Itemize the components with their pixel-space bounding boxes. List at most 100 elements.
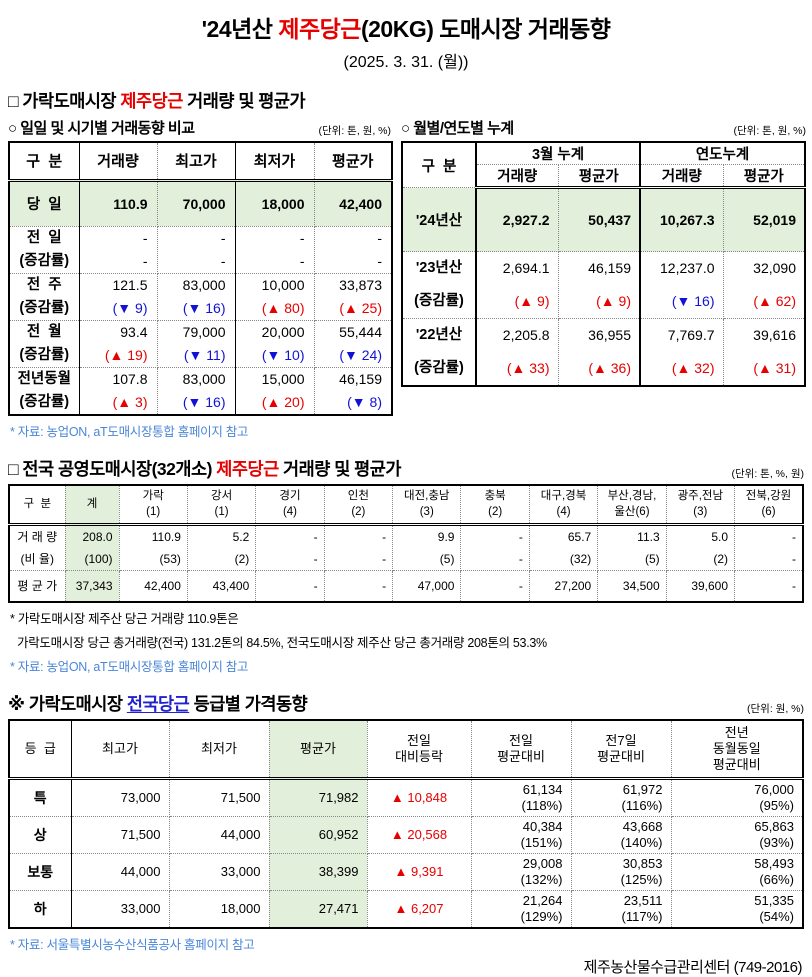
row-label: '23년산 xyxy=(415,260,463,276)
table-row-volume: 거 래 량 (비 율) 208.0 (100) 110.9 (53) 5.2 (2) -… xyxy=(8,524,804,571)
section3-heading-highlight: 전국당근 xyxy=(126,693,190,714)
change-line: (▲ 9) xyxy=(514,293,550,309)
value-line: 2,694.1 xyxy=(502,260,550,276)
table-header-sub-row: 거래량 평균가 거래량 평균가 xyxy=(402,164,806,189)
source-note: * 자료: 서울특별시농수산식품공사 홈페이지 참고 xyxy=(10,937,255,952)
market-name: 인천 xyxy=(347,490,369,503)
ratio-line: (5) xyxy=(644,552,660,566)
value-line: 107.8 xyxy=(112,370,148,387)
report-page: '24년산 제주당근(20KG) 도매시장 거래동향 (2025. 3. 31.… xyxy=(0,10,812,977)
pct-line: (132%) xyxy=(520,871,563,887)
row-sublabel: (증감률) xyxy=(414,293,464,309)
value-cell: 2,205.8 (▲ 33) xyxy=(475,318,559,387)
row-label: '22년산 xyxy=(415,327,463,343)
change-line: (▼ 11) xyxy=(183,346,226,363)
pct-line: (95%) xyxy=(759,797,794,813)
row-label-cell: 특 xyxy=(8,777,72,817)
value-cell: 43,668 (140%) xyxy=(570,815,672,854)
column-header: 거래량 xyxy=(475,164,559,189)
section2-heading-prefix: □ 전국 공영도매시장(32개소) xyxy=(8,458,217,479)
market-name: 강서 xyxy=(211,490,233,503)
value-cell: 32,090 (▲ 62) xyxy=(722,251,806,319)
value-line: 65.7 xyxy=(567,530,592,544)
value-line: 23,511 xyxy=(623,892,663,908)
value-cell: 110.9 (53) xyxy=(118,524,188,571)
value-cell: -- xyxy=(78,225,158,274)
table-row-2022: '22년산 (증감률) 2,205.8 (▲ 33) 36,955 (▲ 36) 7,… xyxy=(401,318,806,387)
value-cell: 27,200 xyxy=(528,570,599,602)
ratio-line: (2) xyxy=(234,552,250,566)
value-cell: 21,264 (129%) xyxy=(470,889,572,928)
value-cell: 58,493 (66%) xyxy=(670,852,804,891)
value-cell: 2,694.1 (▲ 9) xyxy=(475,251,559,319)
table-row-grade-special: 특 73,000 71,500 71,982 ▲ 10,848 61,134 (1… xyxy=(8,777,804,817)
value-line: 7,769.7 xyxy=(667,327,715,343)
row-sublabel: (증감률) xyxy=(19,393,70,410)
section1-heading-prefix: □ 가락도매시장 xyxy=(8,91,121,111)
value-line: 61,134 xyxy=(522,781,563,797)
change-line: (▼ 16) xyxy=(182,299,226,316)
pct-line: (151%) xyxy=(520,834,563,850)
cumulative-table-header: ○ 월별/연도별 누계 (단위: 톤, 원, %) xyxy=(401,117,806,138)
column-header: 구 분 xyxy=(401,141,477,188)
column-header: 강서 (1) xyxy=(186,484,257,526)
table-header-row: 등 급 최고가 최저가 평균가 전일 대비등락 전일 평균대비 전7일 평균대비… xyxy=(8,719,804,780)
change-line: (▼ 24) xyxy=(339,346,382,363)
change-line: (▲ 19) xyxy=(104,346,148,363)
source-note: * 자료: 농업ON, aT도매시장통합 홈페이지 참고 xyxy=(10,659,249,674)
table-row-price: 평 균 가 37,343 42,400 43,400 - - 47,000 - … xyxy=(8,570,804,602)
cumulative-block: ○ 월별/연도별 누계 (단위: 톤, 원, %) 구 분 3월 누계 연도누계… xyxy=(401,117,806,440)
row-label-cell: 전년동월 (증감률) xyxy=(8,366,80,415)
section3-heading-suffix: 등급별 가격동향 xyxy=(189,693,308,714)
column-header: 평균가 xyxy=(313,141,393,182)
change-line: (▲ 80) xyxy=(261,299,305,316)
change-line: - xyxy=(220,252,226,269)
value-cell: 33,000 xyxy=(168,852,270,891)
value-cell: 71,982 xyxy=(268,777,368,817)
value-cell: 12,237.0 (▼ 16) xyxy=(639,251,724,319)
value-cell: 70,000 xyxy=(156,179,236,227)
pct-line: (118%) xyxy=(521,797,563,813)
table-header-group-row: 구 분 3월 누계 연도누계 xyxy=(401,141,806,188)
column-header: 평균가 xyxy=(722,164,806,189)
ratio-line: - xyxy=(313,552,318,566)
value-cell: 107.8 (▲ 3) xyxy=(78,366,158,415)
report-date: (2025. 3. 31. (월)) xyxy=(343,54,469,71)
market-name: 대구,경북 xyxy=(540,490,587,503)
market-name: 부산,경남, xyxy=(607,490,657,503)
value-line: 51,335 xyxy=(754,892,794,908)
market-count: (2) xyxy=(488,506,503,519)
value-line: 46,159 xyxy=(588,260,631,276)
column-header: 경기 (4) xyxy=(255,484,325,526)
value-cell: 55,444 (▼ 24) xyxy=(313,319,393,368)
table-row-prev-week: 전 주 (증감률) 121.5 (▼ 9) 83,000 (▼ 16) 10,000 (… xyxy=(8,272,393,321)
row-label: 전 월 xyxy=(26,323,62,340)
value-line: - xyxy=(382,530,387,544)
column-header: 전북,강원 (6) xyxy=(734,484,804,526)
row-label-cell: 하 xyxy=(8,889,72,928)
market-name: 광주,전남 xyxy=(677,490,724,503)
value-cell: -- xyxy=(734,524,804,571)
value-line: 36,955 xyxy=(588,327,631,343)
value-line: 33,873 xyxy=(339,276,382,293)
pct-line: (54%) xyxy=(759,908,794,924)
value-line: 2,205.8 xyxy=(502,327,550,343)
value-cell: 61,134 (118%) xyxy=(470,777,572,817)
daily-trend-block: ○ 일일 및 시기별 거래동향 비교 (단위: 톤, 원, %) 구 분 거래량… xyxy=(8,117,393,440)
section3-heading-prefix: ※ 가락도매시장 xyxy=(8,693,127,714)
column-header: 구 분 xyxy=(8,484,66,526)
change-cell: ▲ 10,848 xyxy=(366,777,472,817)
market-count: (3) xyxy=(693,506,708,519)
row-label-cell: 상 xyxy=(8,815,72,854)
pct-line: (117%) xyxy=(621,908,663,924)
section1-columns: ○ 일일 및 시기별 거래동향 비교 (단위: 톤, 원, %) 구 분 거래량… xyxy=(8,117,806,440)
row-sublabel: (증감률) xyxy=(19,252,70,269)
table-header-row: 구 분 거래량 최고가 최저가 평균가 xyxy=(8,141,393,182)
value-line: 46,159 xyxy=(339,370,382,387)
change-line: (▼ 16) xyxy=(182,393,226,410)
value-cell: 5.0 (2) xyxy=(665,524,736,571)
value-line: - xyxy=(299,229,305,246)
value-cell: 46,159 (▼ 8) xyxy=(313,366,393,415)
market-name: 경기 xyxy=(279,490,301,503)
value-line: 11.3 xyxy=(637,530,660,544)
